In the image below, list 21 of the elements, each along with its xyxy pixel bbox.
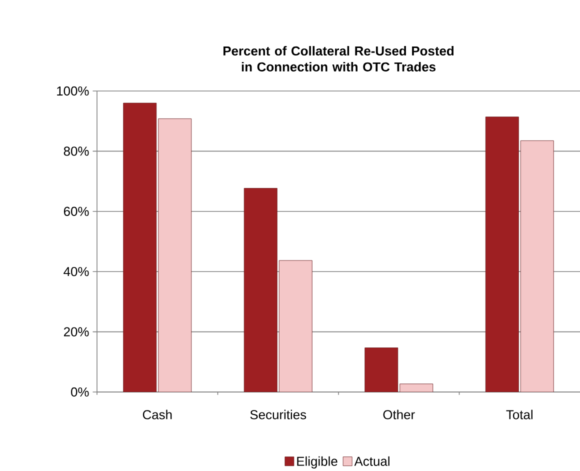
- bar: [278, 260, 312, 392]
- bar: [520, 140, 554, 392]
- y-tick-label: 100%: [57, 86, 89, 96]
- bar: [123, 102, 157, 392]
- bar: [364, 348, 398, 392]
- y-tick-label: 60%: [64, 206, 89, 216]
- legend-label: Eligible: [297, 456, 338, 468]
- bar: [485, 116, 519, 392]
- x-tick-label: Securities: [250, 410, 306, 420]
- y-tick-label: 20%: [64, 327, 89, 336]
- y-tick-label: 40%: [64, 267, 89, 276]
- y-tick-label: 80%: [64, 146, 89, 156]
- x-tick-label: Cash: [142, 410, 172, 420]
- y-tick-label: 0%: [71, 387, 89, 397]
- legend-label: Actual: [354, 456, 390, 466]
- chart-title: Percent of Collateral Re-Used Posted in Connection with OTC Trades: [223, 46, 454, 72]
- bar: [400, 384, 433, 392]
- x-tick-label: Other: [383, 410, 415, 420]
- bar: [158, 118, 192, 392]
- bar: [244, 188, 278, 392]
- x-tick-label: Total: [506, 410, 532, 420]
